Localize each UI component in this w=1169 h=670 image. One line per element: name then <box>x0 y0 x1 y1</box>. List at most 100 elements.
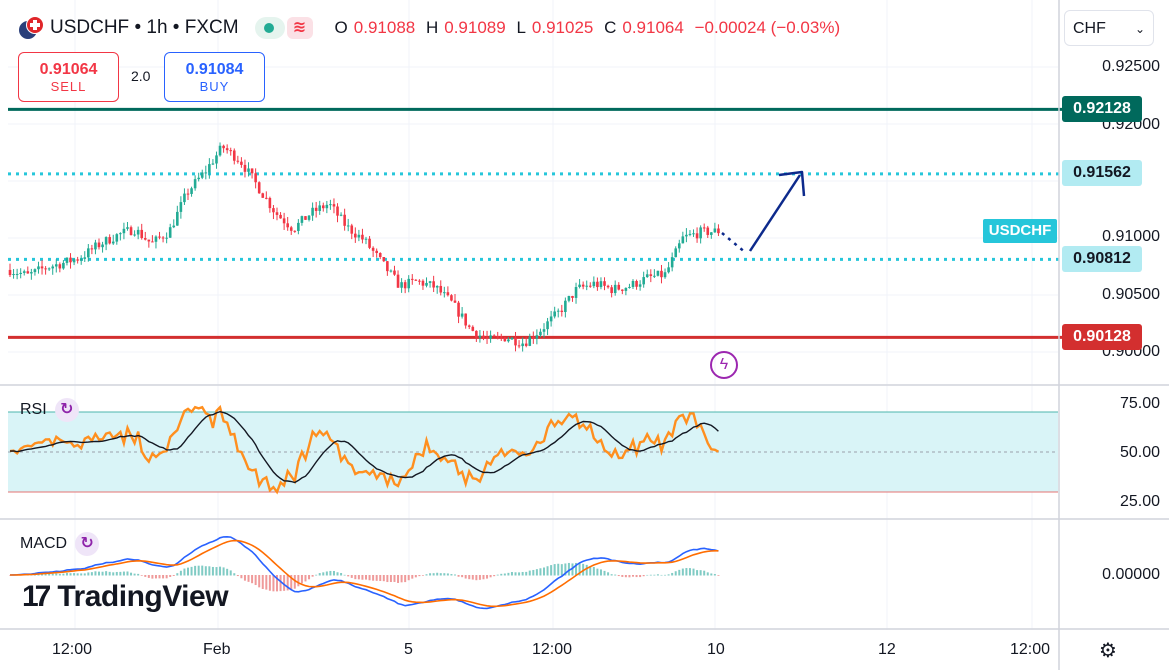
candle-body <box>710 232 713 235</box>
macd-bar <box>471 575 474 580</box>
macd-bar <box>308 575 311 580</box>
macd-bar <box>58 573 61 576</box>
macd-bar <box>108 571 111 576</box>
candle-body <box>443 292 446 294</box>
macd-bar <box>165 575 168 579</box>
macd-bar <box>343 574 346 576</box>
rsi-tick: 50.00 <box>1119 444 1160 461</box>
candle-body <box>624 287 628 291</box>
macd-legend: MACD ↻ <box>20 532 100 556</box>
candle-body <box>361 234 364 240</box>
macd-bar <box>678 569 681 576</box>
macd-bar <box>635 575 638 578</box>
candle-body <box>596 281 599 288</box>
spread-value: 2.0 <box>131 68 151 84</box>
macd-bar <box>76 573 79 576</box>
candle-body <box>218 145 222 156</box>
macd-bar <box>667 574 670 576</box>
candle-body <box>485 337 489 339</box>
macd-bar <box>589 566 592 576</box>
candle-body <box>254 173 257 183</box>
symbol-title[interactable]: USDCHF • 1h • FXCM <box>50 17 239 38</box>
macd-bar <box>653 574 656 576</box>
currency-select[interactable]: CHF ⌄ <box>1064 10 1154 46</box>
candle-body <box>133 234 136 236</box>
macd-bar <box>425 574 428 576</box>
candle-body <box>674 248 678 258</box>
candle-body <box>72 259 76 263</box>
sell-price: 0.91064 <box>39 61 98 78</box>
candle-body <box>418 280 421 282</box>
logo-text: TradingView <box>57 580 229 613</box>
macd-bar <box>236 575 239 577</box>
candle-body <box>564 300 567 313</box>
sell-button[interactable]: 0.91064 SELL <box>18 52 119 102</box>
candle-body <box>717 228 720 234</box>
candle-body <box>179 202 183 212</box>
macd-bar <box>112 572 115 576</box>
candle-body <box>378 253 382 258</box>
candle-body <box>439 285 443 293</box>
candle-body <box>65 257 69 263</box>
projection-arrow[interactable] <box>721 170 806 254</box>
candle-body <box>393 270 396 275</box>
candle-body <box>503 337 507 342</box>
macd-bar <box>169 575 172 577</box>
macd-bar <box>197 565 200 576</box>
macd-bar <box>222 567 225 576</box>
macd-bar <box>489 575 492 578</box>
macd-bar <box>325 571 328 576</box>
macd-bar <box>208 566 211 576</box>
candle-body <box>517 345 521 347</box>
candle-body <box>464 313 467 326</box>
rsi-tick: 25.00 <box>1119 493 1160 510</box>
candle-body <box>272 208 275 213</box>
projection-line <box>748 174 802 252</box>
candle-body <box>158 236 161 238</box>
candle-body <box>211 163 215 165</box>
macd-bar <box>219 566 222 576</box>
candle-body <box>346 225 350 227</box>
chart-header: USDCHF • 1h • FXCM ≋ O 0.91088 H 0.91089 L… <box>18 14 846 42</box>
macd-bar <box>439 573 442 576</box>
candle-body <box>222 145 225 149</box>
macd-bar <box>105 571 108 576</box>
candle-body <box>450 295 453 301</box>
projection-arrowhead <box>778 170 806 197</box>
buy-button[interactable]: 0.91084 BUY <box>164 52 265 102</box>
macd-bar <box>518 572 521 576</box>
macd-bar <box>478 575 481 580</box>
pivot-price-tag: 0.90812 <box>1062 246 1142 272</box>
refresh-icon[interactable]: ↻ <box>54 398 79 422</box>
macd-bar <box>493 575 496 577</box>
candle-body <box>375 250 378 254</box>
macd-bar <box>671 572 674 576</box>
macd-bar <box>204 566 207 576</box>
macd-bar <box>137 573 140 576</box>
macd-bar <box>585 564 588 576</box>
candle-body <box>250 168 254 174</box>
macd-bar <box>514 572 517 576</box>
refresh-icon[interactable]: ↻ <box>75 532 100 556</box>
rsi-legend: RSI ↻ <box>20 398 79 422</box>
candle-body <box>318 205 322 211</box>
wave-icon[interactable]: ≋ <box>286 17 313 39</box>
macd-bar <box>397 575 400 583</box>
macd-bar <box>664 574 667 576</box>
macd-bar <box>607 572 610 576</box>
projection-dotted <box>721 232 747 254</box>
macd-bar <box>350 575 353 578</box>
macd-bar <box>233 573 236 576</box>
time-tick: Feb <box>203 641 231 658</box>
candle-body <box>414 279 418 281</box>
market-open-icon[interactable] <box>254 17 285 39</box>
candle-body <box>289 227 293 231</box>
macd-bar <box>201 565 204 576</box>
settings-icon[interactable]: ⚙ <box>1099 640 1117 662</box>
candle-body <box>482 335 485 338</box>
flash-icon[interactable]: ϟ <box>710 351 738 379</box>
candle-body <box>208 164 211 173</box>
candle-body <box>172 225 176 228</box>
candle-body <box>329 204 332 206</box>
